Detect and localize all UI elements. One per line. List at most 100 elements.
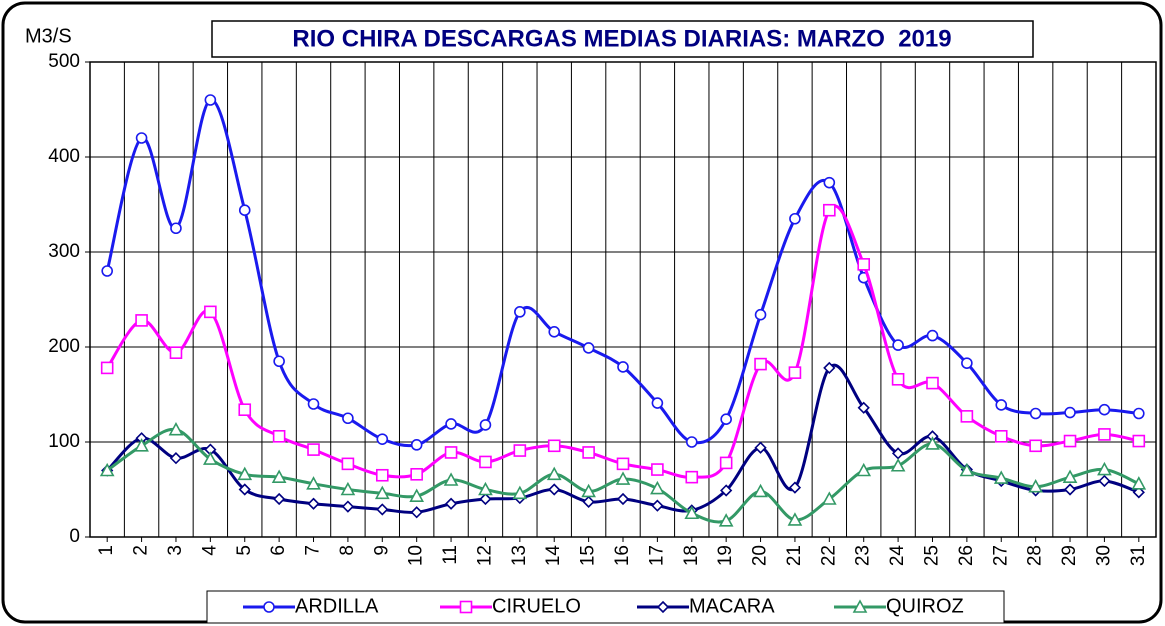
- data-point: [582, 446, 595, 459]
- data-point: [651, 499, 664, 512]
- data-point: [1062, 469, 1078, 483]
- data-point: [548, 483, 561, 496]
- x-tick-label: 11: [440, 545, 461, 565]
- data-point: [479, 492, 492, 506]
- legend-marker: [459, 600, 473, 614]
- data-point: [238, 403, 252, 417]
- x-tick-label: 3: [165, 545, 186, 556]
- x-tick-label: 9: [371, 545, 392, 556]
- data-point: [410, 506, 423, 519]
- legend-label: QUIROZ: [886, 595, 964, 617]
- data-point: [685, 470, 699, 484]
- legend-marker: [656, 600, 670, 614]
- data-point: [1029, 439, 1042, 453]
- data-point: [685, 436, 698, 448]
- x-tick-label: 6: [268, 545, 289, 556]
- data-point: [993, 470, 1009, 484]
- x-tick-label: 30: [1093, 545, 1114, 566]
- data-point: [787, 512, 803, 526]
- data-point: [788, 481, 802, 494]
- data-point: [960, 410, 974, 423]
- data-point: [857, 258, 871, 271]
- x-tick-label: 4: [199, 545, 220, 556]
- data-point: [617, 361, 629, 373]
- data-point: [720, 413, 732, 426]
- data-point: [1132, 434, 1146, 448]
- data-point: [443, 472, 459, 486]
- data-point: [306, 476, 321, 490]
- x-tick-label: 1: [96, 545, 117, 556]
- data-point: [719, 456, 733, 470]
- data-point: [340, 481, 356, 496]
- data-point: [445, 418, 457, 430]
- data-point: [444, 446, 458, 459]
- legend-marker: [852, 599, 868, 613]
- data-point: [548, 325, 561, 338]
- data-point: [307, 497, 320, 510]
- data-point: [582, 495, 595, 508]
- data-point: [101, 265, 113, 277]
- data-point: [272, 429, 286, 443]
- data-point: [273, 355, 285, 368]
- data-point: [582, 342, 595, 354]
- data-point: [616, 457, 630, 471]
- data-point: [1064, 406, 1076, 419]
- data-point: [1098, 403, 1111, 416]
- data-point: [823, 203, 836, 217]
- x-tick-label: 12: [474, 545, 495, 566]
- data-point: [1132, 486, 1145, 499]
- data-point: [823, 361, 836, 375]
- data-point: [204, 305, 217, 319]
- data-point: [409, 488, 425, 502]
- data-point: [615, 471, 631, 485]
- x-tick-label: 18: [681, 545, 702, 566]
- x-tick-label: 15: [578, 545, 599, 566]
- data-point: [410, 467, 423, 481]
- data-point: [754, 441, 767, 454]
- data-point: [856, 462, 872, 477]
- data-point: [375, 468, 389, 482]
- data-point: [100, 361, 114, 375]
- data-point: [170, 222, 182, 235]
- data-point: [1131, 476, 1147, 490]
- data-point: [892, 339, 904, 351]
- data-point: [512, 485, 528, 500]
- data-point: [341, 500, 355, 513]
- data-point: [307, 398, 320, 410]
- data-point: [651, 463, 664, 476]
- legend-marker: [263, 601, 275, 613]
- data-point: [1097, 461, 1112, 476]
- data-point: [135, 132, 148, 144]
- data-point: [342, 412, 354, 425]
- x-tick-label: 24: [887, 545, 908, 567]
- data-point: [961, 357, 973, 369]
- data-point: [754, 357, 767, 371]
- legend-label: MACARA: [689, 595, 775, 617]
- data-point: [651, 397, 664, 409]
- data-point: [720, 484, 733, 497]
- data-point: [547, 439, 561, 453]
- y-axis-label: M3/S: [25, 25, 72, 47]
- data-point: [1098, 428, 1111, 441]
- x-tick-label: 2: [131, 545, 152, 556]
- data-point: [890, 458, 906, 472]
- data-point: [237, 466, 253, 481]
- x-tick-label: 13: [509, 545, 530, 566]
- data-point: [1098, 474, 1111, 488]
- data-point: [1133, 407, 1145, 420]
- data-point: [926, 376, 939, 390]
- x-tick-label: 29: [1059, 545, 1080, 566]
- data-point: [478, 481, 493, 496]
- y-tick-label: 500: [48, 51, 80, 72]
- x-tick-label: 5: [234, 545, 255, 556]
- title-box: [211, 20, 1034, 58]
- x-tick-label: 23: [853, 545, 874, 566]
- x-tick-label: 14: [543, 545, 564, 567]
- data-point: [374, 485, 390, 500]
- x-tick-label: 31: [1128, 545, 1149, 566]
- data-point: [753, 483, 768, 498]
- data-point: [925, 436, 940, 450]
- data-point: [1063, 434, 1077, 448]
- data-point: [307, 443, 320, 456]
